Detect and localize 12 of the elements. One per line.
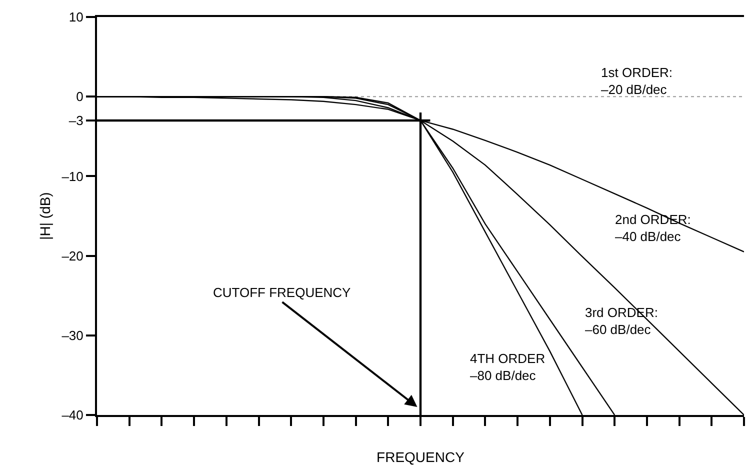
x-axis-title: FREQUENCY: [376, 449, 466, 466]
y-axis-title: |H| (dB): [36, 192, 53, 240]
y-tick-label: 0: [76, 89, 84, 104]
y-tick-label: 10: [68, 10, 84, 25]
y-tick-label: –20: [62, 248, 84, 264]
annotation: 1st ORDER: –20 dB/dec: [601, 65, 673, 97]
y-tick-label: –3: [68, 113, 84, 128]
y-tick-label: –40: [62, 408, 84, 423]
y-tick-label: –10: [62, 168, 84, 184]
annotation: 4TH ORDER –80 dB/dec: [470, 351, 546, 383]
y-tick-label: –30: [62, 328, 84, 343]
annotation: CUTOFF FREQUENCY: [213, 285, 352, 300]
